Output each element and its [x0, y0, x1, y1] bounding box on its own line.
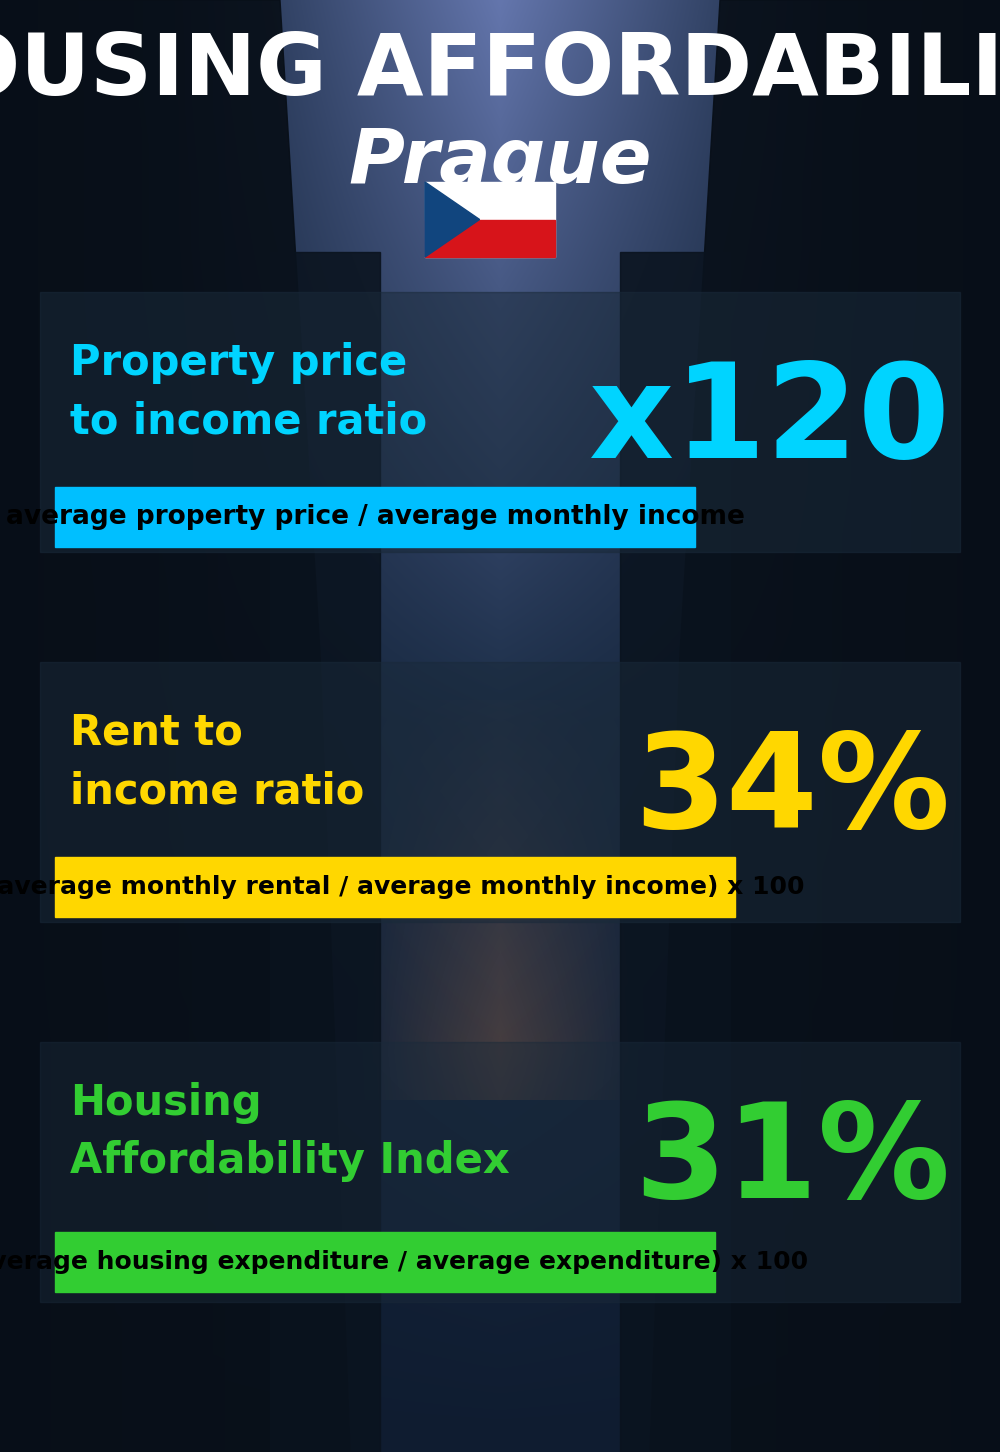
- Text: 31%: 31%: [634, 1099, 950, 1225]
- Bar: [40, 662, 960, 922]
- Bar: [40, 292, 960, 552]
- Polygon shape: [425, 182, 480, 257]
- Text: average property price / average monthly income: average property price / average monthly…: [6, 504, 744, 530]
- Text: x120: x120: [589, 359, 950, 485]
- Polygon shape: [650, 0, 1000, 1452]
- Polygon shape: [0, 0, 350, 1452]
- Bar: [55, 1231, 715, 1292]
- Polygon shape: [270, 253, 380, 1452]
- Bar: [55, 857, 735, 918]
- Text: Property price
to income ratio: Property price to income ratio: [70, 341, 427, 443]
- Text: (average monthly rental / average monthly income) x 100: (average monthly rental / average monthl…: [0, 876, 804, 899]
- Text: Prague: Prague: [348, 125, 652, 199]
- Bar: [40, 1043, 960, 1302]
- Bar: [55, 486, 695, 547]
- Polygon shape: [620, 253, 730, 1452]
- Text: 34%: 34%: [634, 729, 950, 855]
- Text: HOUSING AFFORDABILITY: HOUSING AFFORDABILITY: [0, 30, 1000, 113]
- Text: Housing
Affordability Index: Housing Affordability Index: [70, 1082, 510, 1182]
- Text: (average housing expenditure / average expenditure) x 100: (average housing expenditure / average e…: [0, 1250, 808, 1273]
- Bar: [425, 182, 555, 257]
- Bar: [425, 219, 555, 257]
- Text: Rent to
income ratio: Rent to income ratio: [70, 711, 364, 812]
